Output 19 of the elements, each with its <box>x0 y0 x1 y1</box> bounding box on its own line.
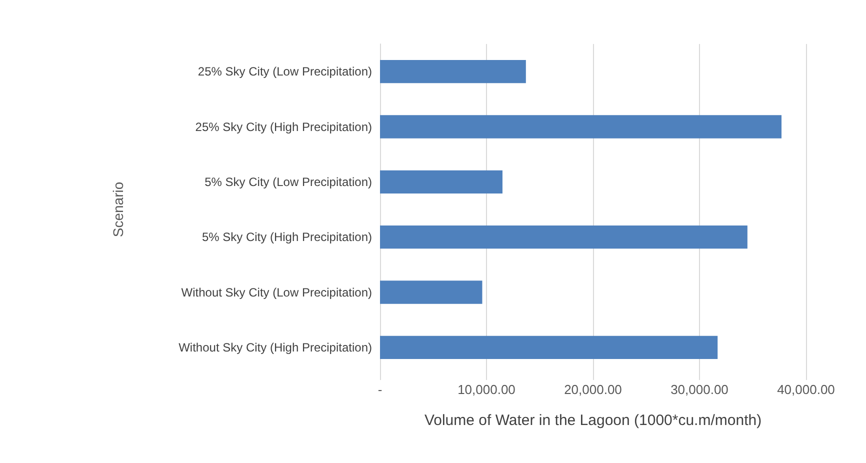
bar <box>380 170 502 194</box>
y-tick-label: 5% Sky City (High Precipitation) <box>202 230 372 244</box>
x-tick-label: 30,000.00 <box>670 382 728 397</box>
y-tick-label: Without Sky City (Low Precipitation) <box>181 285 372 300</box>
y-tick-label: Without Sky City (High Precipitation) <box>178 340 372 354</box>
x-tick-label: 40,000.00 <box>777 382 835 397</box>
bar <box>380 336 718 359</box>
x-tick-label: 10,000.00 <box>458 382 516 397</box>
y-tick-label: 5% Sky City (Low Precipitation) <box>204 174 372 189</box>
bar <box>380 115 782 138</box>
y-tick-label: 25% Sky City (Low Precipitation) <box>198 64 372 79</box>
bar <box>380 226 748 249</box>
y-tick-label: 25% Sky City (High Precipitation) <box>195 120 372 134</box>
x-axis-title: Volume of Water in the Lagoon (1000*cu.m/month) <box>424 412 762 429</box>
x-tick-label: 20,000.00 <box>564 382 622 397</box>
bar <box>380 60 526 84</box>
bar <box>380 280 482 304</box>
x-tick-label: - <box>378 382 382 397</box>
y-axis-title: Scenario <box>110 182 126 238</box>
